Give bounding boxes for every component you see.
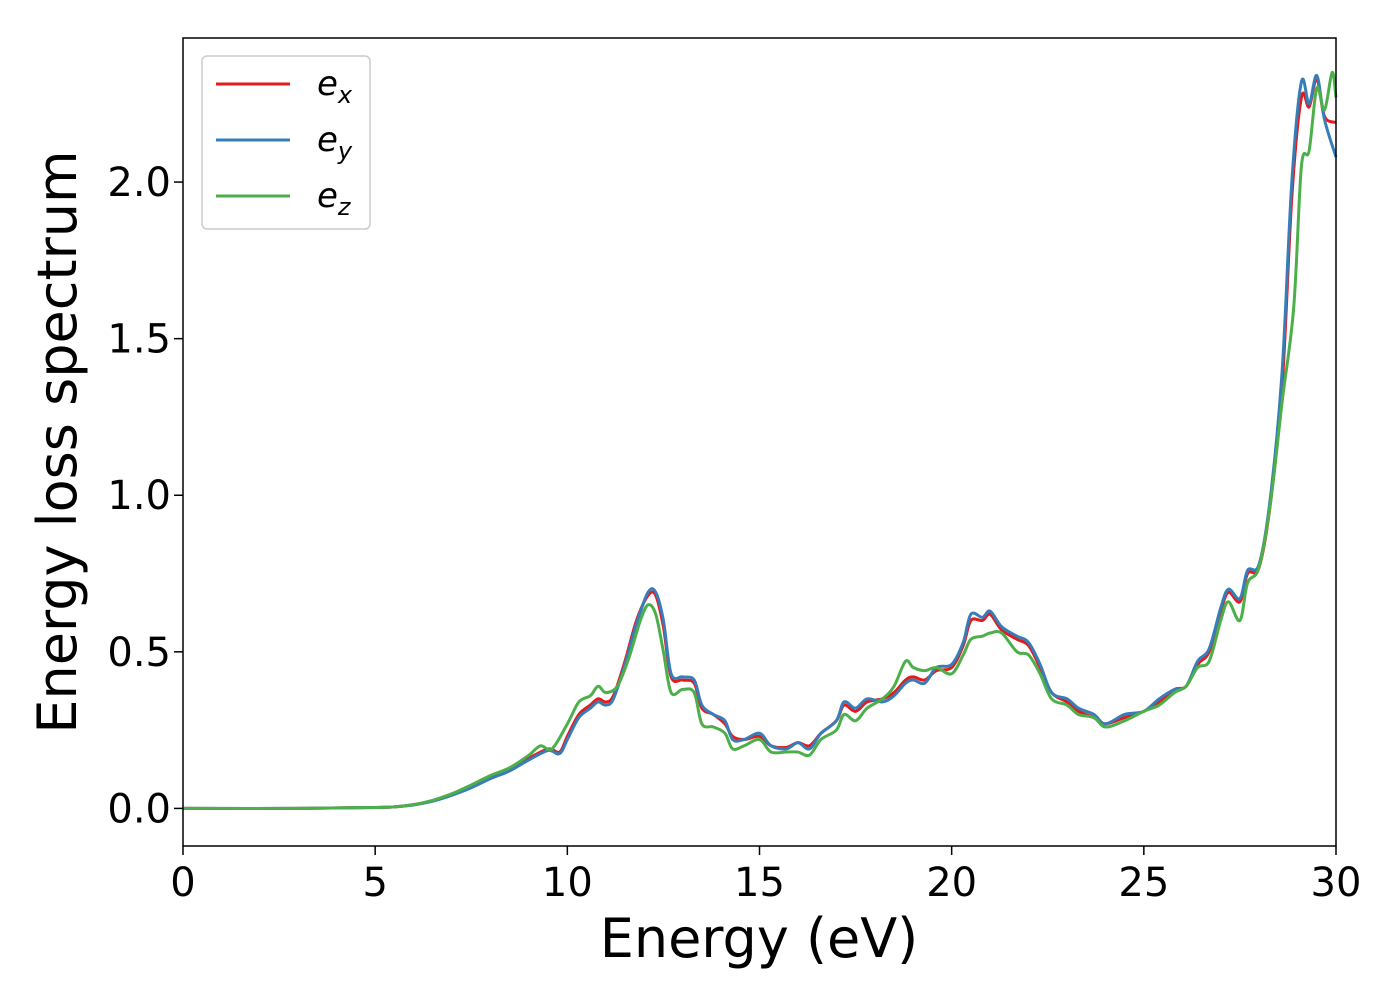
x-tick-label: 10 xyxy=(542,860,593,906)
x-tick-label: 15 xyxy=(734,860,785,906)
y-tick-label: 0.0 xyxy=(107,786,171,832)
x-tick-label: 25 xyxy=(1118,860,1169,906)
plot-lines xyxy=(182,70,1338,810)
legend-label-x: ex xyxy=(317,64,353,109)
x-axis-label: Energy (eV) xyxy=(600,907,919,970)
x-axis-ticks: 0 5 10 15 20 25 30 xyxy=(170,846,1361,906)
x-tick-label: 30 xyxy=(1311,860,1362,906)
x-tick-label: 20 xyxy=(926,860,977,906)
x-tick-label: 0 xyxy=(170,860,195,906)
y-axis-label: Energy loss spectrum xyxy=(26,150,89,733)
legend-label-y: ey xyxy=(317,120,353,165)
legend: ex ey ez xyxy=(201,55,371,230)
y-tick-label: 1.5 xyxy=(107,317,171,363)
y-tick-label: 0.5 xyxy=(107,630,171,676)
y-tick-label: 2.0 xyxy=(107,160,171,206)
series-line-y xyxy=(182,74,1338,810)
legend-label-z: ez xyxy=(317,176,352,221)
y-axis-ticks: 0.0 0.5 1.0 1.5 2.0 xyxy=(107,160,183,832)
x-tick-label: 5 xyxy=(362,860,387,906)
series-line-z xyxy=(182,70,1338,810)
y-tick-label: 1.0 xyxy=(107,473,171,519)
legend-box xyxy=(201,55,371,230)
